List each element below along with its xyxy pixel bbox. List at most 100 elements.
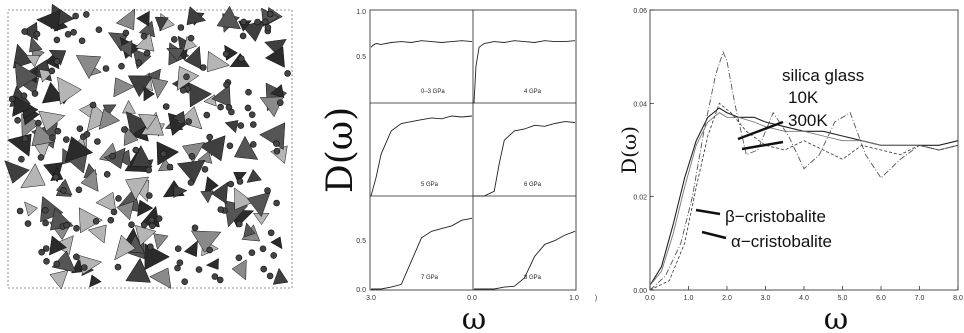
oxygen-atom	[31, 90, 39, 97]
oxygen-atom	[248, 111, 256, 118]
tetrahedron-shape	[173, 184, 188, 199]
oxygen-atom	[236, 220, 243, 228]
oxygen-atom	[284, 70, 291, 77]
subplot-curve-5	[371, 217, 473, 290]
oxygen-atom	[8, 95, 16, 103]
oxygen-atom	[41, 206, 49, 214]
oxygen-atom	[191, 224, 199, 232]
middle-subplot-labels: 0–3 GPa 4 GPa 5 GPa 6 GPa 7 GPa 8 GPa	[421, 89, 542, 281]
tetrahedron-shape	[87, 224, 107, 244]
oxygen-atom	[201, 166, 209, 173]
y-tick-label: 0.02	[633, 195, 647, 202]
y-tick-label: 0.00	[633, 288, 647, 295]
oxygen-atom	[63, 136, 70, 143]
tetrahedron-shape	[14, 61, 39, 91]
right-chart: 0.0 1.0 2.0 3.0 4.0 5.0 6.0 7.0 8.0 0.00 0.02 0.04 0…	[617, 8, 963, 333]
leader-300k	[741, 140, 784, 151]
annotation-leaders	[695, 120, 784, 240]
tetrahedron-shape	[4, 160, 30, 184]
tetrahedron-shape	[150, 77, 169, 99]
tetrahedron-shape	[231, 259, 247, 281]
oxygen-atom	[121, 126, 128, 133]
tetrahedron-shape	[125, 111, 152, 136]
tetrahedron-shape	[243, 222, 256, 238]
oxygen-atom	[72, 12, 79, 20]
oxygen-atom	[174, 264, 181, 272]
x-tick-label: 4.0	[799, 295, 809, 302]
x-tick-label: 2.0	[722, 295, 732, 302]
oxygen-atom	[21, 28, 29, 35]
tetrahedron-shape	[40, 195, 64, 223]
leader-alpha	[701, 230, 727, 240]
structure-panel	[4, 3, 293, 290]
tetrahedron-shape	[134, 32, 155, 52]
y-tick-label: 0.06	[633, 8, 647, 15]
oxygen-atom	[78, 37, 86, 45]
right-xlabel: ω	[824, 302, 848, 333]
oxygen-atom	[73, 253, 80, 261]
tetrahedron-shape	[136, 10, 150, 27]
oxygen-atom	[132, 146, 140, 154]
oxygen-atom	[63, 221, 70, 229]
tetrahedron-shape	[24, 201, 39, 217]
mid-ytick-top-2: 0.5	[356, 54, 366, 61]
tetrahedron-shape	[117, 40, 133, 58]
tetrahedron-shape	[29, 36, 43, 53]
oxygen-atom	[20, 92, 28, 99]
oxygen-atom	[266, 10, 274, 18]
oxygen-atom	[261, 18, 269, 26]
tetrahedron-shape	[176, 159, 206, 184]
oxygen-atom	[145, 166, 152, 174]
oxygen-atom	[222, 50, 230, 58]
oxygen-atom	[187, 179, 195, 186]
oxygen-atom	[48, 67, 56, 75]
oxygen-atom	[148, 216, 155, 224]
tetrahedron-shape	[114, 234, 136, 261]
tetrahedron-shape	[89, 274, 102, 288]
tetrahedron-shape	[138, 20, 156, 38]
tetrahedron-shape	[234, 135, 259, 160]
subplot-label-5: 7 GPa	[421, 275, 439, 281]
tetrahedron-shape	[224, 120, 239, 134]
tetrahedron-shape	[135, 225, 157, 247]
series-line-4	[649, 102, 959, 291]
tetrahedron-shape	[264, 46, 285, 68]
oxygen-atom	[128, 221, 135, 228]
oxygen-atom	[217, 103, 224, 111]
tetrahedron-shape	[131, 144, 153, 168]
series-line-1	[649, 107, 959, 286]
tetrahedron-shape	[233, 172, 247, 184]
tetrahedron-shape	[156, 141, 180, 166]
tetrahedron-shape	[166, 48, 185, 62]
subplot-label-2: 4 GPa	[524, 89, 542, 95]
middle-curves	[370, 40, 576, 290]
oxygen-atom	[73, 225, 80, 232]
tetrahedron-shape	[246, 168, 262, 183]
subplot-curve-2	[473, 40, 576, 104]
middle-panel: 0–3 GPa 4 GPa 5 GPa 6 GPa 7 GPa 8 GPa 1.0 0.5…	[320, 9, 597, 333]
tetrahedron-shape	[143, 86, 155, 102]
tetrahedron-shape	[234, 187, 254, 211]
oxygen-atom	[33, 30, 41, 38]
oxygen-atom	[146, 192, 153, 199]
oxygen-atom	[248, 249, 256, 256]
right-ylabel: D(ω)	[617, 126, 641, 174]
tetrahedron-shape	[78, 207, 103, 234]
annotation-silica-glass: silica glass	[782, 66, 864, 85]
oxygen-atom	[64, 30, 72, 38]
oxygen-atom	[181, 278, 188, 286]
oxygen-atom	[83, 11, 90, 18]
subplot-curve-6	[474, 230, 576, 290]
y-tick-label: 0.04	[633, 101, 647, 108]
oxygen-atom	[203, 111, 211, 119]
oxygen-atom	[188, 153, 196, 160]
oxygen-atom	[95, 26, 103, 34]
oxygen-atom	[53, 36, 61, 44]
oxygen-atom	[217, 206, 225, 213]
annotation-300k: 300K	[788, 111, 828, 130]
oxygen-atom	[16, 207, 24, 215]
oxygen-atom	[226, 142, 234, 150]
oxygen-atom	[75, 186, 83, 194]
tetrahedron-shape	[216, 5, 242, 30]
